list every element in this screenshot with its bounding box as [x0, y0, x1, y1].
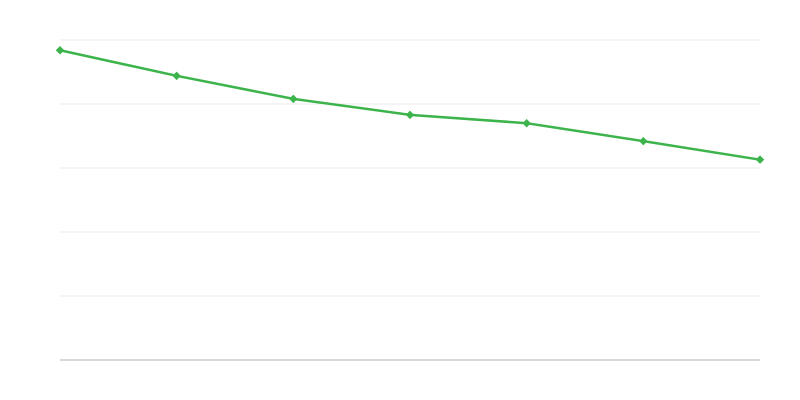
point — [405, 110, 415, 120]
point — [755, 155, 765, 164]
point — [55, 45, 65, 55]
point — [289, 94, 298, 104]
point — [172, 71, 181, 81]
point — [522, 118, 531, 128]
point — [639, 136, 648, 146]
line — [59, 49, 761, 161]
